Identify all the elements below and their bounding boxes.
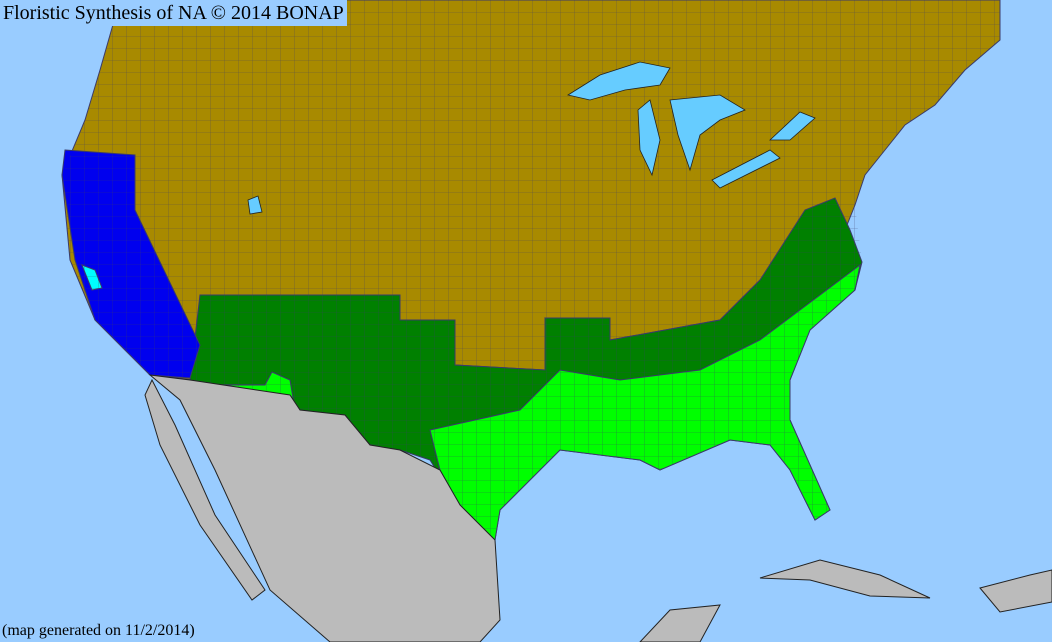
county-lines [62,0,1000,540]
great-lakes [247,61,816,215]
region-baja [144,378,266,601]
region-mexico [148,374,501,642]
region-cuba [759,559,931,599]
map-generated-date: (map generated on 11/2/2014) [2,622,195,639]
region-yucatan [639,604,721,642]
region-hispaniola [979,569,1052,613]
map-title: Floristic Synthesis of NA © 2014 BONAP [0,0,347,26]
